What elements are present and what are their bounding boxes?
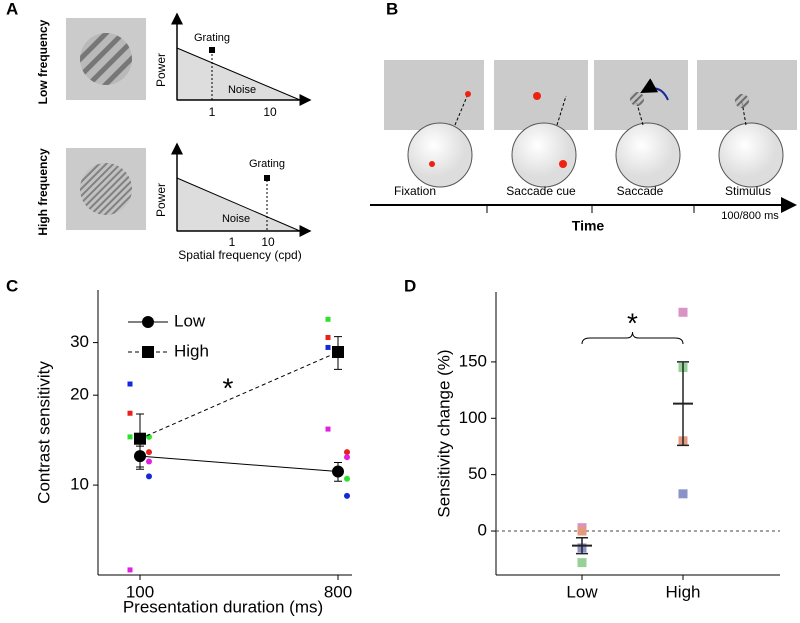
subject-point bbox=[577, 526, 587, 536]
step-label: Stimulus bbox=[725, 184, 771, 198]
mean-marker bbox=[332, 465, 344, 478]
brace bbox=[581, 331, 684, 345]
mean-marker bbox=[134, 432, 146, 445]
grating-label: Grating bbox=[249, 158, 285, 170]
subject-point bbox=[344, 454, 350, 461]
subject-point bbox=[127, 434, 133, 440]
x-tick-label: High bbox=[666, 582, 701, 601]
y-tick-label: 100 bbox=[459, 408, 487, 427]
series-line bbox=[139, 455, 339, 473]
gaze-line bbox=[741, 101, 747, 126]
x-tick-label: 100 bbox=[126, 582, 154, 601]
annotation: * bbox=[223, 372, 234, 403]
panel-label: C bbox=[6, 276, 18, 295]
eye bbox=[407, 122, 473, 188]
subject-point bbox=[325, 335, 331, 341]
x-tick-label: 800 bbox=[324, 582, 352, 601]
y-tick-label: 30 bbox=[70, 332, 89, 351]
subject-point bbox=[127, 567, 133, 573]
subject-point bbox=[678, 489, 688, 499]
grating-label: Grating bbox=[194, 32, 230, 44]
retina-dot bbox=[429, 161, 435, 167]
subject-point bbox=[146, 449, 152, 456]
mean-marker bbox=[332, 346, 344, 359]
panel-label: B bbox=[386, 0, 398, 18]
fixation-dot bbox=[465, 91, 471, 97]
retina-dot bbox=[559, 160, 567, 168]
y-label: Contrast sensitivity bbox=[34, 361, 53, 504]
series-line bbox=[139, 351, 339, 440]
y-label: Sensitivity change (%) bbox=[434, 349, 453, 517]
subject-point bbox=[146, 473, 152, 480]
legend-label: Low bbox=[174, 311, 206, 330]
step-label: Saccade bbox=[617, 184, 664, 198]
y-label: Power bbox=[154, 53, 168, 87]
subject-point bbox=[325, 316, 331, 322]
stimulus bbox=[735, 94, 749, 108]
gaze-line bbox=[454, 93, 469, 126]
x-tick-label: 1 bbox=[229, 235, 236, 249]
subject-point bbox=[146, 458, 152, 465]
eye bbox=[615, 122, 681, 188]
duration-label: 100/800 ms bbox=[721, 210, 779, 222]
gabor bbox=[80, 163, 132, 215]
panel-label: D bbox=[404, 276, 416, 295]
subject-point bbox=[127, 410, 133, 416]
subject-point bbox=[344, 475, 350, 482]
step-label: Fixation bbox=[394, 184, 436, 198]
time-label: Time bbox=[572, 218, 605, 234]
x-label: Spatial frequency (cpd) bbox=[178, 248, 301, 262]
legend-marker bbox=[142, 316, 154, 328]
row-title: High frequency bbox=[36, 148, 50, 236]
legend-marker bbox=[142, 346, 154, 358]
eye bbox=[718, 122, 784, 188]
subject-point bbox=[344, 449, 350, 456]
row-title: Low frequency bbox=[36, 19, 50, 104]
x-tick-label: 1 bbox=[209, 105, 216, 119]
legend-label: High bbox=[174, 341, 209, 360]
x-tick-label: 10 bbox=[261, 235, 275, 249]
gabor bbox=[80, 33, 132, 85]
subject-point bbox=[344, 492, 350, 499]
x-tick-label: 10 bbox=[263, 105, 277, 119]
noise-label: Noise bbox=[228, 84, 256, 96]
panel-b: B Fixation Saccade cue Saccade Stimulus … bbox=[370, 0, 798, 234]
y-tick-label: 0 bbox=[478, 521, 487, 540]
y-tick-label: 20 bbox=[70, 385, 89, 404]
subject-point bbox=[678, 307, 688, 317]
y-tick-label: 10 bbox=[70, 475, 89, 494]
screen bbox=[493, 59, 589, 131]
grating-marker bbox=[209, 47, 215, 53]
panel-label: A bbox=[6, 0, 18, 18]
stimulus bbox=[630, 92, 644, 106]
x-label: Presentation duration (ms) bbox=[123, 597, 323, 616]
subject-point bbox=[577, 558, 587, 568]
subject-point bbox=[325, 344, 331, 350]
saccade-arrow bbox=[640, 78, 669, 101]
subject-point bbox=[325, 426, 331, 432]
panel-a: A Low frequency Grating Noise Power 1 10… bbox=[6, 0, 312, 262]
eye bbox=[511, 122, 577, 188]
x-tick-label: Low bbox=[566, 582, 598, 601]
y-tick-label: 50 bbox=[468, 464, 487, 483]
y-tick-label: 150 bbox=[459, 351, 487, 370]
grating-marker bbox=[264, 175, 270, 181]
gaze-line bbox=[556, 95, 567, 126]
noise-label: Noise bbox=[222, 213, 250, 225]
cue-dot bbox=[533, 92, 541, 100]
step-label: Saccade cue bbox=[506, 184, 576, 198]
y-label: Power bbox=[154, 183, 168, 217]
annotation: * bbox=[627, 307, 638, 338]
subject-point bbox=[127, 381, 133, 387]
screen bbox=[696, 59, 798, 131]
